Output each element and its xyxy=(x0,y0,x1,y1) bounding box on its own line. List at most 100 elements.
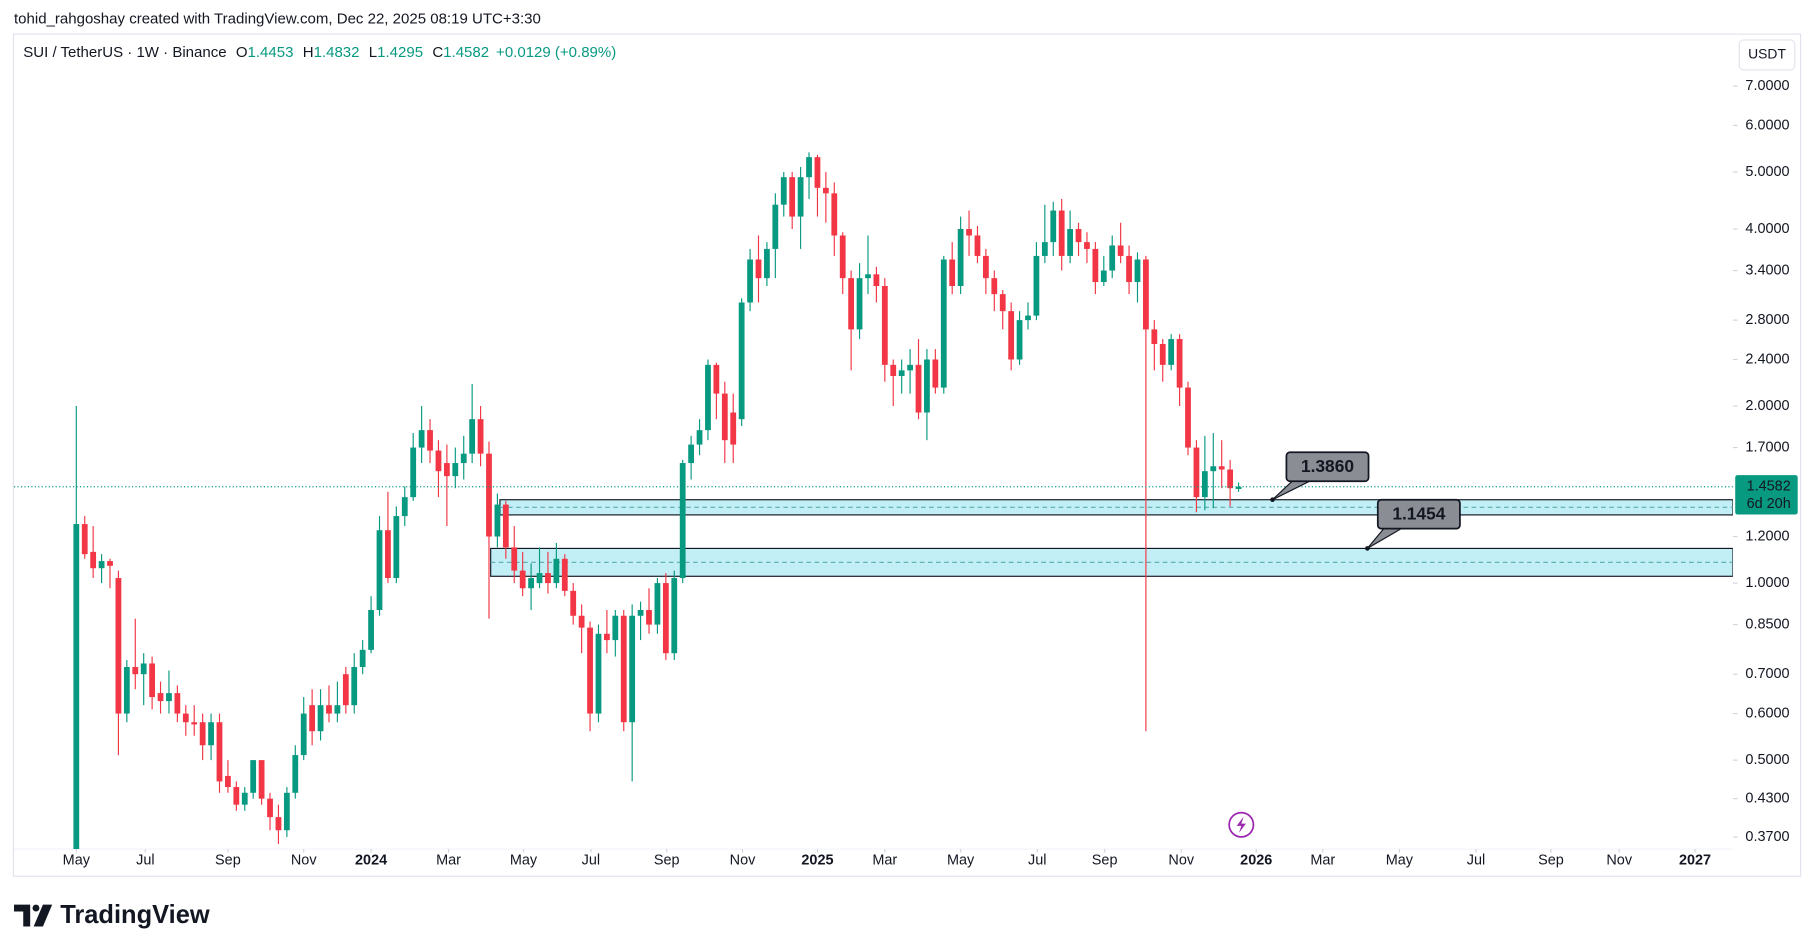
candle-body xyxy=(225,775,231,788)
candle-body xyxy=(713,364,720,394)
candle-body xyxy=(393,516,400,579)
candle-body xyxy=(646,610,652,625)
candle-body xyxy=(1168,339,1175,365)
candle-body xyxy=(696,430,703,445)
candle-body xyxy=(1117,245,1124,256)
last-price-box xyxy=(1735,475,1798,515)
x-tick-label: 2026 xyxy=(1240,852,1272,868)
candle-body xyxy=(1143,259,1149,330)
candle-body xyxy=(418,430,425,448)
callout-box xyxy=(1376,498,1461,530)
ohlc-value: 1.4453 xyxy=(248,44,294,61)
candle-body xyxy=(1159,344,1166,365)
candle-body xyxy=(890,364,897,376)
candle-body xyxy=(764,248,770,279)
candle-body xyxy=(705,364,711,431)
candle-body xyxy=(1092,248,1099,283)
y-tick-label: 1.2000 xyxy=(1745,528,1789,544)
candle-body xyxy=(511,547,518,571)
candle-body xyxy=(368,610,374,650)
candle-body xyxy=(81,524,88,555)
y-tick-label: 0.3700 xyxy=(1745,829,1789,845)
x-tick-label: Nov xyxy=(1168,852,1194,868)
x-tick-label: Jul xyxy=(1028,852,1046,868)
x-tick-label: Nov xyxy=(291,852,317,868)
candle-body xyxy=(267,798,273,818)
candle-body xyxy=(688,444,695,464)
x-tick-label: Sep xyxy=(1538,852,1564,868)
y-tick-label: 2.8000 xyxy=(1745,312,1789,328)
candle-body xyxy=(587,627,593,714)
candle-body xyxy=(957,229,964,287)
candle-body xyxy=(216,722,223,782)
candle-body xyxy=(1227,469,1234,489)
candle-body xyxy=(90,551,97,569)
candle-body xyxy=(283,792,290,831)
ohlc-key: L xyxy=(369,44,377,61)
candle-body xyxy=(140,663,147,675)
candle-body xyxy=(545,573,551,584)
candle-body xyxy=(865,274,871,279)
callout-pointer xyxy=(1366,526,1406,549)
y-tick-label: 3.4000 xyxy=(1745,262,1789,278)
y-tick-label: 0.6000 xyxy=(1745,705,1789,721)
candle-body xyxy=(376,530,383,611)
y-tick-label: 0.8500 xyxy=(1745,616,1789,632)
candle-body xyxy=(856,278,863,330)
y-tick-label: 5.0000 xyxy=(1745,164,1789,180)
candle-body xyxy=(679,463,686,579)
candle-body xyxy=(309,705,316,732)
y-tick-label: 2.0000 xyxy=(1745,398,1789,414)
callout-box xyxy=(1285,451,1370,483)
candle-body xyxy=(898,370,905,376)
candle-body xyxy=(721,393,728,441)
x-tick-label: Nov xyxy=(1606,852,1632,868)
x-tick-label: Jul xyxy=(582,852,600,868)
candle-body xyxy=(199,722,206,746)
candle-body xyxy=(1084,242,1090,249)
candle-body xyxy=(966,229,972,236)
brand-logo xyxy=(13,904,53,927)
candle-body xyxy=(1058,210,1065,256)
x-tick-label: Jul xyxy=(136,852,154,868)
x-tick-label: Nov xyxy=(730,852,756,868)
y-tick-label: 7.0000 xyxy=(1745,78,1789,94)
y-tick-label: 2.4000 xyxy=(1745,351,1789,367)
currency[interactable]: USDT xyxy=(1748,46,1786,62)
candle-body xyxy=(932,359,939,388)
y-tick-label: 0.4300 xyxy=(1745,790,1789,806)
candle-body xyxy=(435,450,442,472)
candle-body xyxy=(1193,447,1200,498)
candle-body xyxy=(494,504,501,537)
candle-body xyxy=(1109,245,1116,271)
candle-body xyxy=(1041,242,1048,256)
candle-body xyxy=(1100,270,1107,283)
candle-body xyxy=(469,419,476,454)
candle-body xyxy=(848,278,855,330)
x-tick-label: May xyxy=(510,852,538,868)
event-icon[interactable] xyxy=(1228,811,1255,838)
x-tick-label: May xyxy=(63,852,91,868)
last-price: 1.4582 xyxy=(1747,479,1791,495)
candle-body xyxy=(208,722,214,746)
candle-body xyxy=(443,463,450,477)
candle-body xyxy=(166,693,172,702)
currency-button[interactable] xyxy=(1738,39,1796,71)
candle-body xyxy=(1218,466,1225,470)
x-tick-label: 2024 xyxy=(355,852,387,868)
candle-body xyxy=(241,792,248,805)
candle-body xyxy=(486,453,492,537)
legend: SUI / TetherUS · 1W · Binance O1.4453 H1.4… xyxy=(23,44,616,61)
candle-body xyxy=(1075,229,1082,243)
candle-body xyxy=(528,578,534,589)
candle-body xyxy=(427,430,433,451)
y-tick-label: 6.0000 xyxy=(1745,117,1789,133)
candle-body xyxy=(604,633,610,641)
candle-body xyxy=(1067,229,1073,256)
ohlc-value: 1.4295 xyxy=(377,44,423,61)
candle-body xyxy=(98,561,105,569)
candle-body xyxy=(1033,255,1040,316)
candle-body xyxy=(410,447,417,498)
candle-body xyxy=(258,760,265,799)
candle-body xyxy=(738,302,745,420)
